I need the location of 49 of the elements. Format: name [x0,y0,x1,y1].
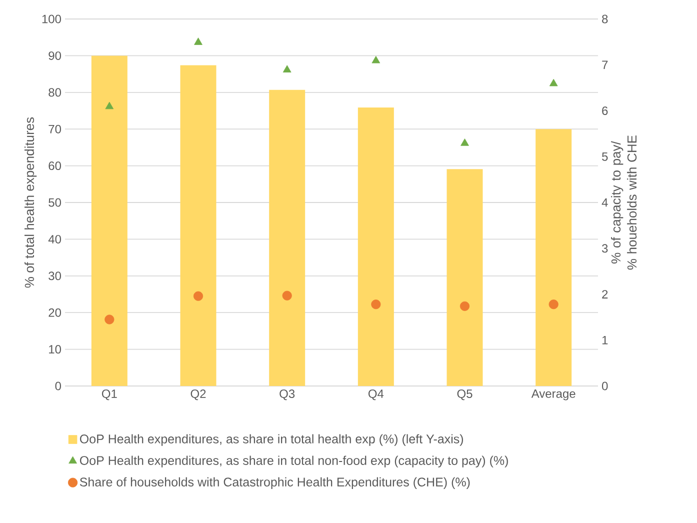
point [549,78,558,86]
bar [180,65,216,386]
y2-tick-label: 5 [602,152,608,161]
point [548,300,558,310]
x-tick-label: Q5 [457,390,472,400]
legend-label: Share of households with Catastrophic Health Expenditures (CHE) (%) [80,477,470,489]
y2-tick-label: 3 [602,244,608,253]
point [460,301,470,311]
y-tick-label: 10 [49,345,62,354]
y2-tick-label: 2 [602,290,608,298]
point [372,56,380,64]
y-tick-label: 80 [48,88,62,97]
point [104,314,114,324]
bar [536,129,572,386]
legend-label: OoP Health expenditures, as share in total non-food exp (capacity to pay) (%) [80,456,508,468]
point [105,102,114,110]
y2-tick-label: 0 [602,382,608,390]
bar [446,169,483,386]
y2-tick-label: 8 [602,14,608,24]
x-tick-label: Average [531,390,576,400]
y-tick-label: 40 [48,234,62,244]
y-tick-label: 30 [48,272,62,280]
point [193,291,204,301]
x-tick-label: Q3 [280,390,295,400]
point [460,138,469,146]
point [371,300,381,310]
bar [358,107,394,386]
y-axis-title: % of total health expenditures [24,117,37,288]
y-tick-label: 100 [42,14,62,24]
point [282,290,292,300]
point [282,65,292,72]
x-tick-label: Q4 [368,390,384,400]
y-tick-label: 50 [48,198,62,207]
y-tick-label: 0 [55,382,62,390]
y2-tick-label: 6 [602,106,608,116]
legend-label: OoP Health expenditures, as share in total health exp (%) (left Y-axis) [80,434,464,446]
bar [91,56,128,386]
y2-tick-label: 1 [602,336,608,344]
y-tick-label: 70 [48,124,62,134]
y2-tick-label: 4 [602,198,608,207]
y-tick-label: 20 [48,308,62,317]
x-tick-label: Q2 [190,390,206,400]
bar [269,90,306,386]
x-tick-label: Q1 [102,390,117,400]
y-tick-label: 60 [48,162,62,170]
y2-axis-title: % of capacity to pay/ % houeholds with CHE [611,136,637,270]
point [194,38,202,45]
y-tick-label: 90 [48,51,62,60]
y2-tick-label: 7 [602,60,608,70]
